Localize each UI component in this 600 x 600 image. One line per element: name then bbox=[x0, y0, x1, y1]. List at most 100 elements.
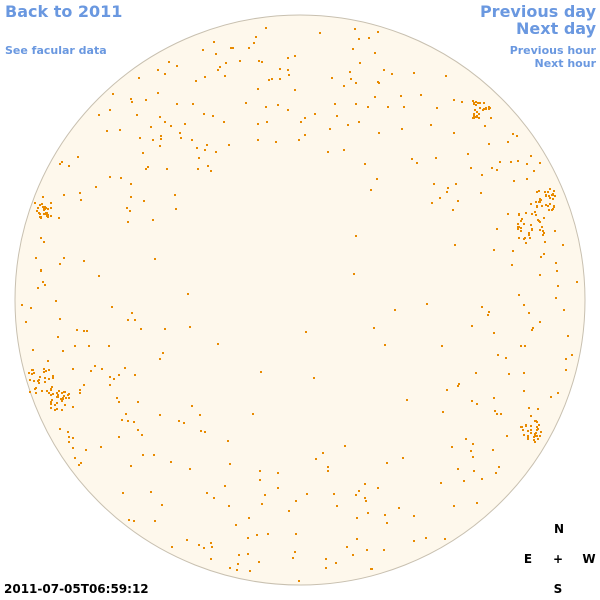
facula bbox=[440, 482, 442, 484]
facula bbox=[275, 141, 277, 143]
facula bbox=[48, 369, 50, 371]
facula bbox=[224, 75, 226, 77]
facula bbox=[41, 390, 43, 392]
facula bbox=[473, 102, 475, 104]
facula bbox=[527, 435, 529, 437]
back-link[interactable]: Back to 2011 bbox=[5, 2, 123, 21]
facula bbox=[160, 135, 162, 137]
facula bbox=[562, 244, 564, 246]
facula bbox=[349, 71, 351, 73]
facula bbox=[453, 99, 455, 101]
facula bbox=[224, 485, 226, 487]
facula bbox=[120, 177, 122, 179]
facula bbox=[525, 425, 527, 427]
facula bbox=[533, 436, 535, 438]
facula bbox=[530, 203, 532, 205]
facula bbox=[541, 226, 543, 228]
facula bbox=[58, 217, 60, 219]
facula bbox=[563, 309, 565, 311]
facula bbox=[547, 205, 549, 207]
facula bbox=[206, 144, 208, 146]
facula bbox=[47, 208, 49, 210]
facula bbox=[531, 329, 533, 331]
facula bbox=[539, 321, 541, 323]
facula bbox=[118, 374, 120, 376]
facula bbox=[467, 153, 469, 155]
facula bbox=[472, 456, 474, 458]
facula bbox=[352, 48, 354, 50]
facula bbox=[25, 321, 27, 323]
facula bbox=[518, 214, 520, 216]
facula bbox=[327, 466, 329, 468]
facula bbox=[445, 75, 447, 77]
facula bbox=[364, 483, 366, 485]
facula bbox=[474, 109, 476, 111]
previous-hour-link[interactable]: Previous hour bbox=[509, 44, 596, 57]
facula bbox=[374, 96, 376, 98]
facula bbox=[56, 402, 58, 404]
facula bbox=[425, 537, 427, 539]
next-hour-link[interactable]: Next hour bbox=[534, 57, 597, 70]
facula bbox=[44, 381, 46, 383]
facula bbox=[528, 407, 530, 409]
facula bbox=[498, 466, 500, 468]
facula bbox=[98, 114, 100, 116]
facula bbox=[94, 365, 96, 367]
facular-data-link[interactable]: See facular data bbox=[5, 44, 107, 57]
facula bbox=[29, 379, 31, 381]
facula bbox=[355, 235, 357, 237]
facula bbox=[252, 413, 254, 415]
facula bbox=[109, 376, 111, 378]
facula bbox=[378, 82, 380, 84]
facula bbox=[124, 367, 126, 369]
facula bbox=[490, 117, 492, 119]
facula bbox=[68, 436, 70, 438]
facula bbox=[33, 380, 35, 382]
facula bbox=[535, 214, 537, 216]
facula bbox=[183, 422, 185, 424]
facula bbox=[295, 533, 297, 535]
facula bbox=[43, 241, 45, 243]
facula bbox=[136, 114, 138, 116]
facula bbox=[39, 204, 41, 206]
facula bbox=[54, 409, 56, 411]
facula bbox=[191, 139, 193, 141]
previous-day-link[interactable]: Previous day bbox=[479, 2, 596, 21]
facula bbox=[496, 413, 498, 415]
facula bbox=[213, 41, 215, 43]
facula bbox=[507, 141, 509, 143]
facula bbox=[472, 100, 474, 102]
facula bbox=[294, 89, 296, 91]
facula bbox=[512, 250, 514, 252]
facula bbox=[192, 103, 194, 105]
facula bbox=[435, 157, 437, 159]
facula bbox=[45, 207, 47, 209]
facula bbox=[189, 468, 191, 470]
facula bbox=[539, 435, 541, 437]
facula bbox=[300, 121, 302, 123]
next-day-link[interactable]: Next day bbox=[516, 19, 596, 38]
facula bbox=[171, 546, 173, 548]
facula bbox=[481, 174, 483, 176]
facula bbox=[229, 567, 231, 569]
facula bbox=[46, 390, 48, 392]
facula bbox=[60, 398, 62, 400]
facula bbox=[523, 434, 525, 436]
facula bbox=[557, 285, 559, 287]
facula bbox=[74, 457, 76, 459]
facula bbox=[68, 165, 70, 167]
facula bbox=[447, 187, 449, 189]
facula bbox=[527, 437, 529, 439]
facula bbox=[413, 515, 415, 517]
facula bbox=[210, 542, 212, 544]
facula bbox=[528, 232, 530, 234]
facula bbox=[288, 74, 290, 76]
facula bbox=[444, 538, 446, 540]
facula bbox=[531, 229, 533, 231]
facula bbox=[47, 215, 49, 217]
facula bbox=[548, 209, 550, 211]
facula bbox=[178, 420, 180, 422]
facula bbox=[347, 124, 349, 126]
facula bbox=[64, 404, 66, 406]
facula bbox=[68, 441, 70, 443]
